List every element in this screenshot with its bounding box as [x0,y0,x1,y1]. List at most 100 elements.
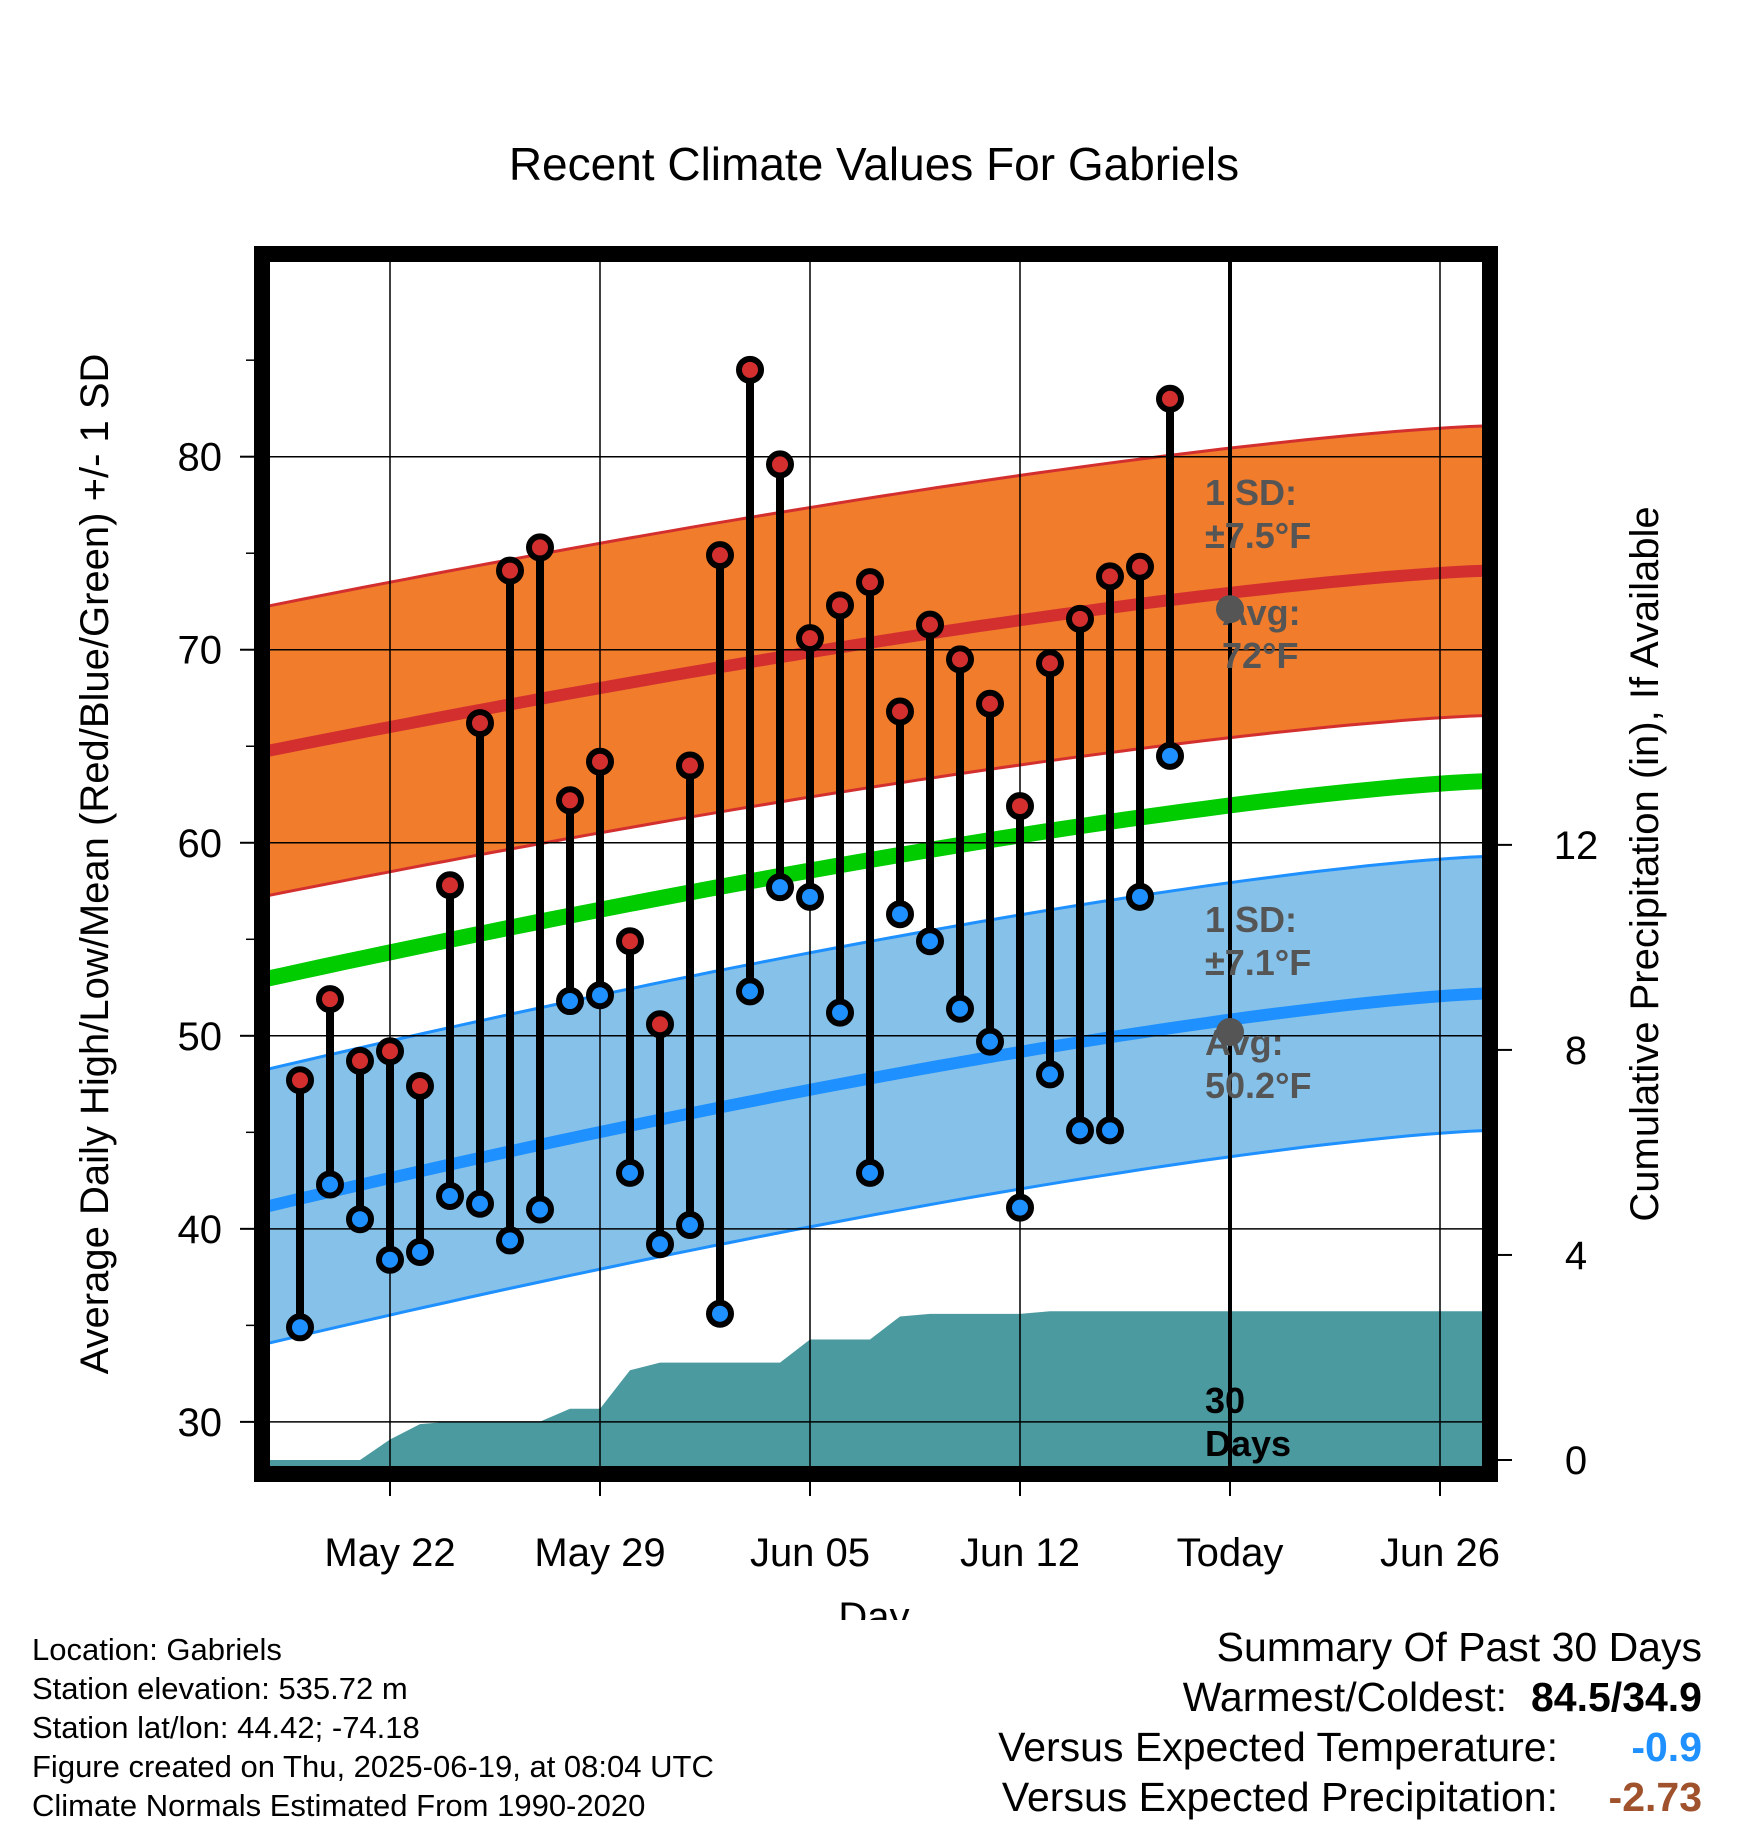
low-sd-band [262,856,1490,1345]
daily-low-point [646,1230,674,1259]
daily-high-point [556,786,584,815]
y-tick-label: 50 [178,1015,223,1059]
daily-high-point [346,1046,374,1075]
x-tick-label: Today [1177,1531,1284,1575]
station-info: Location: Gabriels Station elevation: 53… [32,1630,714,1825]
x-axis-label: Day [838,1595,909,1620]
daily-high-point [1006,792,1034,821]
daily-high-point [646,1010,674,1039]
daily-low-point [886,900,914,929]
daily-high-point [1036,649,1064,678]
daily-low-point [496,1226,524,1255]
low-band-lower-edge [262,1128,1490,1347]
daily-high-point [286,1066,314,1095]
daily-low-point [1066,1116,1094,1145]
daily-low-point [856,1158,884,1187]
high-sd-band [262,425,1490,897]
daily-high-point [976,689,1004,718]
daily-high-point [676,751,704,780]
climate-chart: Recent Climate Values For Gabriels 1 SD:… [73,138,1667,1620]
low-avg-marker [1216,1017,1244,1046]
daily-low-point [916,927,944,956]
temp-row: Versus Expected Temperature: -0.9 [998,1722,1702,1772]
daily-high-point [706,541,734,570]
warm-cold-value: 84.5/34.9 [1531,1674,1702,1720]
daily-high-point [526,533,554,562]
low-band-upper-edge [262,854,1490,1073]
daily-low-point [736,977,764,1006]
daily-low-point [1126,882,1154,911]
daily-high-point [616,927,644,956]
daily-low-point [376,1245,404,1274]
daily-low-point [1036,1060,1064,1089]
daily-high-point [946,645,974,674]
high-sd-value: ±7.5°F [1205,515,1311,556]
precip-row: Versus Expected Precipitation: -2.73 [998,1772,1702,1822]
precip-area [270,1311,1490,1474]
x-tick-label: May 22 [324,1531,455,1575]
y-axis-label: Average Daily High/Low/Mean (Red/Blue/Gr… [73,354,117,1375]
y2-tick-label: 12 [1554,824,1599,868]
precip-value: -2.73 [1608,1774,1702,1820]
days-label-text: Days [1205,1423,1291,1464]
y-tick-label: 70 [178,629,223,673]
plot-frame [254,246,1498,1482]
x-tick-label: Jun 26 [1380,1531,1500,1575]
y-tick-label: 30 [178,1401,223,1445]
daily-low-point [466,1189,494,1218]
daily-high-point [796,624,824,653]
high-sd-label: 1 SD: [1205,472,1297,513]
daily-high-point [766,450,794,479]
elevation-text: Station elevation: 535.72 m [32,1671,408,1706]
daily-low-point [676,1210,704,1239]
daily-low-point [706,1299,734,1328]
normal-low-line [262,987,1490,1214]
daily-high-point [1066,604,1094,633]
daily-low-point [436,1182,464,1211]
low-sd-label: 1 SD: [1205,899,1297,940]
daily-low-point [586,981,614,1010]
high-band-upper-edge [262,424,1490,609]
normal-mean-line [262,773,1490,988]
y2-tick-label: 0 [1565,1439,1587,1483]
chart-title: Recent Climate Values For Gabriels [509,138,1239,190]
warm-cold-label: Warmest/Coldest: [1182,1674,1507,1720]
low-avg-label: Avg: [1205,1022,1284,1063]
daily-low-point [406,1238,434,1267]
daily-low-point [286,1313,314,1342]
daily-low-point [316,1170,344,1199]
daily-high-point [586,747,614,776]
daily-high-point [736,355,764,384]
y-tick-label: 40 [178,1208,223,1252]
normals-text: Climate Normals Estimated From 1990-2020 [32,1788,646,1823]
daily-high-point [826,591,854,620]
y-tick-label: 60 [178,822,223,866]
daily-high-point [856,568,884,597]
y2-tick-label: 4 [1565,1234,1587,1278]
daily-low-point [556,987,584,1016]
daily-low-point [1006,1193,1034,1222]
daily-low-point [946,994,974,1023]
daily-high-point [1156,384,1184,413]
y2-tick-label: 8 [1565,1029,1587,1073]
temp-label: Versus Expected Temperature: [998,1724,1558,1770]
high-band-lower-edge [262,713,1490,899]
daily-low-point [766,873,794,902]
daily-low-point [346,1205,374,1234]
x-tick-label: Jun 05 [750,1531,870,1575]
daily-high-point [436,871,464,900]
daily-low-point [1156,741,1184,770]
daily-low-point [1096,1116,1124,1145]
x-tick-label: May 29 [534,1531,665,1575]
daily-high-point [316,985,344,1014]
daily-low-point [976,1027,1004,1056]
daily-high-point [1096,562,1124,591]
location-text: Location: Gabriels [32,1632,282,1667]
x-tick-label: Jun 12 [960,1531,1080,1575]
daily-high-point [916,610,944,639]
y2-axis-label: Cumulative Precipitation (in), If Availa… [1623,506,1667,1221]
warm-cold-row: Warmest/Coldest: 84.5/34.9 [998,1672,1702,1722]
normal-high-line [262,564,1490,758]
daily-high-point [406,1071,434,1100]
daily-low-point [526,1195,554,1224]
